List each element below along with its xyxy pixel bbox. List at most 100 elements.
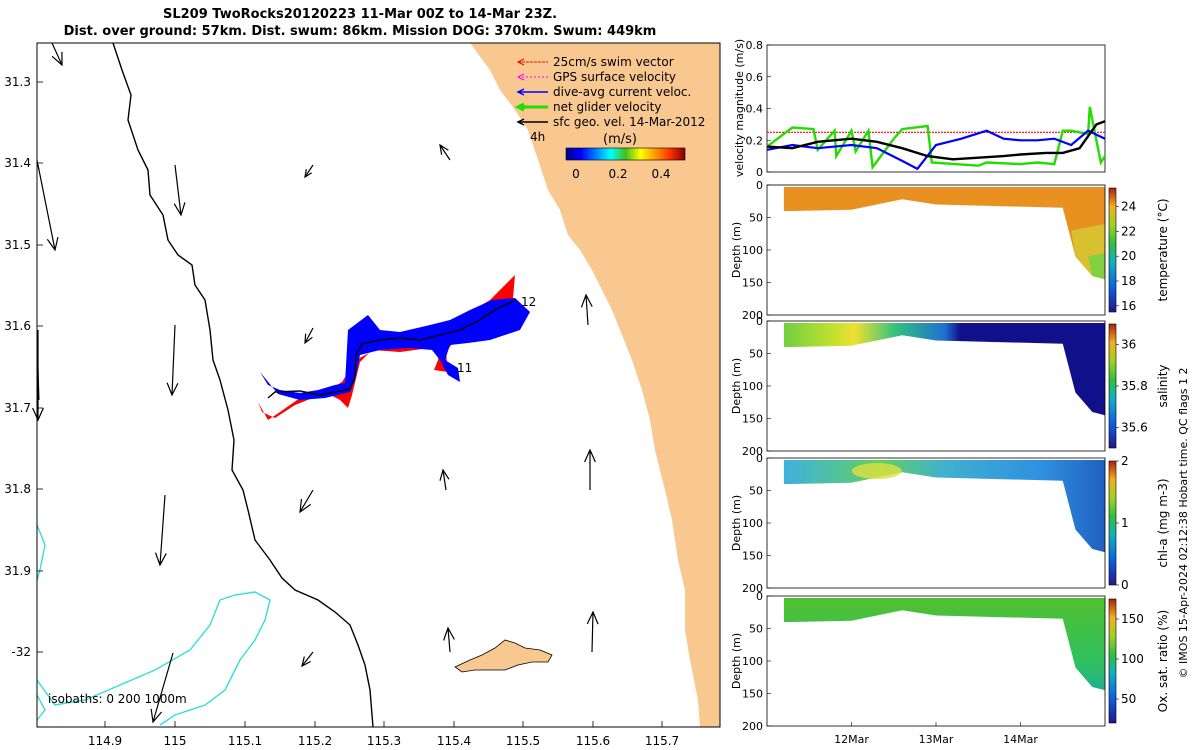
profile-data-field xyxy=(783,323,1105,416)
profile-colorbar xyxy=(1108,598,1117,724)
colorbar-tick-label: 18 xyxy=(1121,274,1136,288)
isobath-label: isobaths: 0 200 1000m xyxy=(48,692,187,706)
legend-arrowhead-0 xyxy=(516,58,525,66)
depth-tick-label: 100 xyxy=(742,244,763,257)
map-y-tick-label: 31.3 xyxy=(4,75,31,89)
colorbar-label: Ox. sat. ratio (%) xyxy=(1156,610,1170,712)
depth-tick-label: 50 xyxy=(749,485,763,498)
map-y-tick-label: -32 xyxy=(11,645,31,659)
legend-arrowhead-1 xyxy=(516,73,525,81)
velocity-y-tick-label: 0.6 xyxy=(746,71,764,84)
geo-vector-scale-label: 4h xyxy=(530,130,545,144)
geostrophic-arrows xyxy=(32,42,599,724)
coldest-deep-water xyxy=(1088,253,1105,280)
depth-tick-label: 150 xyxy=(742,550,763,563)
day-label-12: 12 xyxy=(521,295,536,309)
colorbar-tick-label: 35.8 xyxy=(1121,379,1148,393)
geostrophic-velocity-arrow xyxy=(586,610,599,653)
profile-data-field xyxy=(783,598,1105,691)
geostrophic-velocity-arrow xyxy=(439,468,450,491)
colorbar-title: (m/s) xyxy=(603,132,637,147)
geostrophic-velocity-arrow xyxy=(584,448,596,490)
depth-tick-label: 100 xyxy=(742,655,763,668)
current-velocity-swath xyxy=(260,298,530,400)
isobath-200 xyxy=(112,42,374,728)
colorbar-tick-label: 0 xyxy=(1121,578,1129,592)
velocity-axes xyxy=(766,44,1106,173)
legend-label-0: 25cm/s swim vector xyxy=(553,55,674,69)
colorbar-gradient xyxy=(565,147,686,161)
profile-panel-oxygen-saturation: 0 50 100 150 200 Depth (m) 50 100 150 Ox. sat. ra… xyxy=(730,590,1170,733)
legend-arrowhead-2 xyxy=(516,88,525,96)
legend-arrowhead-4 xyxy=(516,118,525,126)
map-y-axis: 31.3 31.4 31.5 31.6 31.7 31.8 31.9 -32 xyxy=(4,75,43,659)
velocity-y-tick-label: 0.4 xyxy=(746,103,764,116)
velocity-series-sfc-geo-velocity xyxy=(766,120,1106,161)
title-line-1: SL209 TwoRocks20120223 11-Mar 00Z to 14-… xyxy=(162,7,558,22)
map-x-tick-label: 115 xyxy=(164,734,187,748)
colorbar-tick-label: 2 xyxy=(1121,454,1129,468)
map-x-tick-label: 114.9 xyxy=(88,734,122,748)
map-x-tick-label: 115.2 xyxy=(298,734,332,748)
time-axis: 12Mar 13Mar 14Mar xyxy=(834,722,1038,746)
time-tick-label: 13Mar xyxy=(919,733,954,746)
velocity-series-dive-avg-current-veloc- xyxy=(766,129,1106,171)
profile-colorbar xyxy=(1108,460,1117,586)
geostrophic-velocity-arrow xyxy=(580,293,593,326)
depth-tick-label: 0 xyxy=(756,179,763,192)
velocity-y-tick-label: 0.8 xyxy=(746,39,764,52)
depth-axis-label: Depth (m) xyxy=(730,633,743,689)
geostrophic-velocity-arrow xyxy=(154,494,167,567)
colorbar-tick-label: 16 xyxy=(1121,299,1136,313)
colorbar-tick-label: 22 xyxy=(1121,224,1136,238)
map-x-tick-label: 115.6 xyxy=(576,734,610,748)
map-y-tick-label: 31.9 xyxy=(4,564,31,578)
depth-tick-label: 150 xyxy=(742,688,763,701)
title-line-2: Dist. over ground: 57km. Dist. swum: 86k… xyxy=(63,24,657,39)
colorbar-tick-label: 1 xyxy=(1121,516,1129,530)
geostrophic-velocity-arrow xyxy=(443,626,455,653)
depth-tick-label: 100 xyxy=(742,517,763,530)
depth-axis-label: Depth (m) xyxy=(730,358,743,414)
profile-data-field xyxy=(783,187,1105,280)
speed-colorbar: (m/s) 0 0.2 0.4 xyxy=(565,132,686,181)
map-x-tick-label: 115.1 xyxy=(228,734,262,748)
velocity-y-tick-label: 0.2 xyxy=(746,134,764,147)
colorbar-tick-label: 50 xyxy=(1121,692,1136,706)
colorbar-tick-label: 36 xyxy=(1121,338,1136,352)
colorbar-tick-label: 20 xyxy=(1121,249,1136,263)
figure-title: SL209 TwoRocks20120223 11-Mar 00Z to 14-… xyxy=(0,6,720,40)
map-y-tick-label: 31.4 xyxy=(4,156,31,170)
depth-tick-label: 0 xyxy=(756,590,763,603)
colorbar-tick-2: 0.4 xyxy=(651,167,670,181)
legend-arrowhead-3 xyxy=(514,102,525,112)
legend-label-1: GPS surface velocity xyxy=(553,70,676,84)
map-x-axis: 114.9 115 115.1 115.2 115.3 115.4 115.5 115.6 11… xyxy=(88,721,679,748)
map-y-tick-label: 31.7 xyxy=(4,401,31,415)
velocity-panel: 0 0.2 0.4 0.6 0.8 velocity magnitude (m/s) xyxy=(733,39,1107,179)
geostrophic-velocity-arrow xyxy=(32,330,44,422)
chl-maximum-patch xyxy=(851,463,902,479)
depth-tick-label: 50 xyxy=(749,212,763,225)
velocity-y-tick-label: 0 xyxy=(756,166,763,179)
map-x-tick-label: 115.3 xyxy=(367,734,401,748)
colorbar-tick-label: 35.6 xyxy=(1121,420,1148,434)
velocity-ylabel: velocity magnitude (m/s) xyxy=(733,39,746,177)
colorbar-tick-1: 0.2 xyxy=(608,167,627,181)
geostrophic-velocity-arrow xyxy=(51,42,63,67)
profile-colorbar xyxy=(1108,323,1117,449)
depth-axis-label: Depth (m) xyxy=(730,222,743,278)
map-y-tick-label: 31.8 xyxy=(4,482,31,496)
colorbar-tick-0: 0 xyxy=(572,167,580,181)
map-x-tick-label: 115.4 xyxy=(437,734,471,748)
depth-axis-label: Depth (m) xyxy=(730,495,743,551)
profile-panel-chl-a: 0 50 100 150 200 Depth (m) 0 1 2 chl-a (mg m-3) xyxy=(730,452,1170,595)
geostrophic-velocity-arrow xyxy=(439,143,451,161)
geostrophic-velocity-arrow xyxy=(37,164,59,252)
depth-tick-label: 200 xyxy=(742,445,763,458)
isobath-1000 xyxy=(36,524,271,726)
depth-tick-label: 200 xyxy=(742,582,763,595)
legend-label-3: net glider velocity xyxy=(553,100,661,114)
